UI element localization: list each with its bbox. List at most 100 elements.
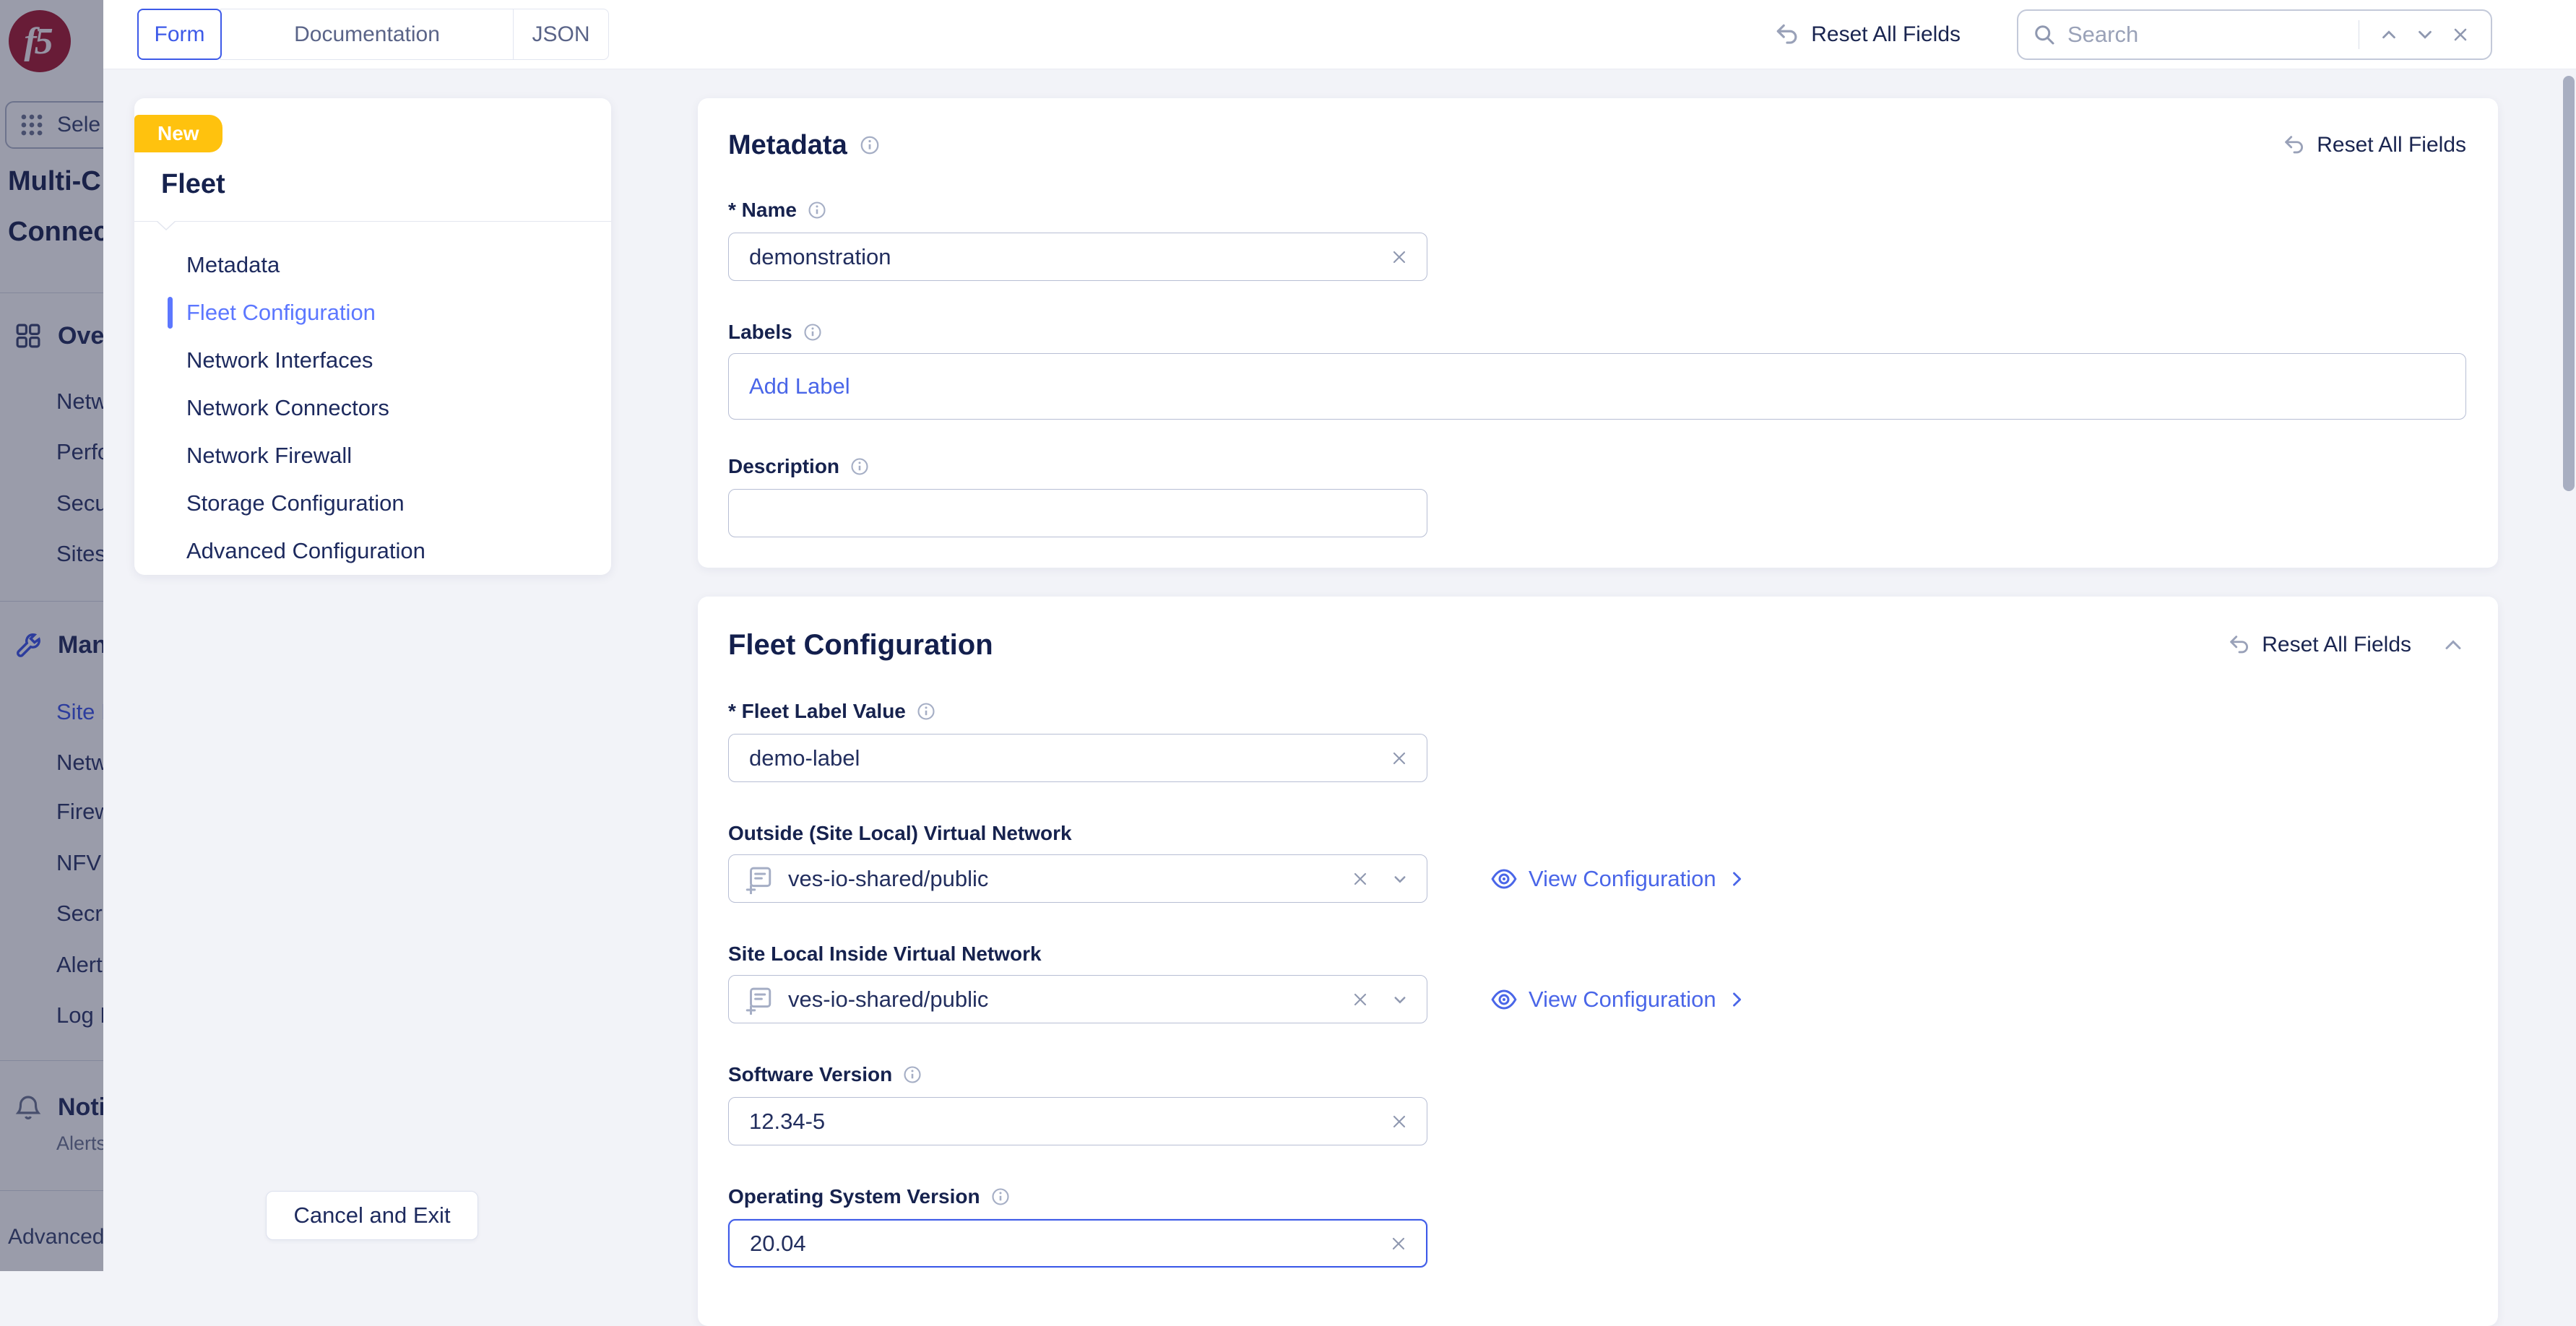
form-nav-network-interfaces[interactable]: Network Interfaces — [186, 347, 373, 373]
service-title-line1: Multi-C — [8, 166, 101, 196]
eye-icon — [1490, 864, 1518, 893]
name-input[interactable] — [749, 243, 1389, 270]
new-badge: New — [134, 115, 222, 152]
name-field-label: * Name — [728, 199, 797, 221]
form-topbar: Form Documentation JSON Reset All Fields — [103, 0, 2576, 69]
sidebar-item-secrets[interactable]: Secre — [56, 901, 103, 926]
sidebar-section-notifications[interactable]: Noti — [13, 1092, 103, 1122]
clear-name-icon[interactable] — [1389, 247, 1409, 267]
form-nav-storage-configuration[interactable]: Storage Configuration — [186, 490, 405, 516]
info-icon[interactable] — [803, 322, 823, 342]
collapse-section-icon[interactable] — [2440, 632, 2466, 658]
fleet-label-value-field — [728, 734, 1427, 782]
sidebar-section-overview[interactable]: Ove — [13, 321, 103, 351]
tab-form[interactable]: Form — [137, 9, 222, 60]
info-icon[interactable] — [859, 134, 881, 156]
fleet-configuration-section-title: Fleet Configuration — [728, 628, 993, 661]
form-search — [2017, 9, 2492, 60]
eye-icon — [1490, 985, 1518, 1014]
sidebar-item-networking[interactable]: Netw — [56, 389, 103, 414]
cancel-and-exit-button[interactable]: Cancel and Exit — [266, 1191, 478, 1240]
info-icon[interactable] — [850, 456, 870, 477]
os-version-field — [728, 1219, 1427, 1268]
sidebar-section-manage[interactable]: Man — [13, 630, 103, 660]
sidebar-item-performance[interactable]: Perfo — [56, 439, 103, 464]
inside-vn-view-configuration-link[interactable]: View Configuration — [1490, 985, 1747, 1014]
sidebar-advanced-toggle[interactable]: Advanced — [8, 1225, 103, 1249]
select-service-label: Sele — [57, 113, 101, 136]
sidebar-item-firewall[interactable]: Firew — [56, 799, 103, 824]
inside-virtual-network-select[interactable]: ves-io-shared/public — [728, 975, 1427, 1023]
labels-field-label: Labels — [728, 321, 792, 343]
sidebar-item-networking-manage[interactable]: Netw — [56, 750, 103, 775]
form-nav-metadata[interactable]: Metadata — [186, 252, 280, 277]
fleet-label-value-label: * Fleet Label Value — [728, 700, 906, 722]
f5-logo: f5 — [9, 10, 71, 72]
dropdown-chevron-icon[interactable] — [1389, 989, 1411, 1010]
sidebar-divider — [0, 1060, 103, 1061]
software-version-input[interactable] — [749, 1108, 1389, 1135]
sidebar-item-security[interactable]: Secu — [56, 490, 103, 516]
clear-os-version-icon[interactable] — [1388, 1234, 1409, 1254]
tab-json[interactable]: JSON — [513, 9, 608, 59]
bell-icon — [13, 1092, 43, 1122]
software-version-field — [728, 1097, 1427, 1145]
search-input[interactable] — [2067, 21, 2347, 48]
clear-selection-icon[interactable] — [1350, 869, 1370, 889]
name-field — [728, 233, 1427, 281]
form-nav-fleet-configuration[interactable]: Fleet Configuration — [134, 289, 611, 337]
info-icon[interactable] — [807, 200, 827, 220]
sidebar-item-site-management[interactable]: Site I — [56, 699, 103, 724]
tab-documentation[interactable]: Documentation — [294, 22, 440, 46]
labels-field: Add Label — [728, 353, 2466, 420]
clear-selection-icon[interactable] — [1350, 989, 1370, 1010]
fleet-configuration-section-card: Fleet Configuration Reset All Fields * F… — [698, 597, 2498, 1326]
form-nav-network-connectors[interactable]: Network Connectors — [186, 395, 389, 420]
notifications-subtitle: Alerts — [56, 1132, 103, 1154]
sidebar-item-alerts[interactable]: Alert — [56, 952, 103, 977]
form-nav-network-firewall[interactable]: Network Firewall — [186, 443, 353, 468]
add-label-button[interactable]: Add Label — [749, 373, 850, 399]
sidebar-item-sites[interactable]: Sites — [56, 541, 103, 566]
undo-arrow-icon — [2227, 633, 2252, 657]
metadata-section-title: Metadata — [728, 129, 847, 160]
search-icon — [2031, 22, 2057, 48]
description-input[interactable] — [749, 500, 1409, 526]
object-reference-icon — [743, 864, 774, 894]
inside-virtual-network-value: ves-io-shared/public — [788, 986, 989, 1012]
fleet-reset-all-fields[interactable]: Reset All Fields — [2227, 633, 2411, 657]
dropdown-chevron-icon[interactable] — [1389, 868, 1411, 890]
reset-all-fields-button[interactable]: Reset All Fields — [1773, 21, 1961, 48]
select-service-button[interactable]: Sele — [5, 101, 103, 149]
info-icon[interactable] — [990, 1187, 1011, 1207]
search-next-icon[interactable] — [2407, 24, 2443, 46]
outside-virtual-network-value: ves-io-shared/public — [788, 865, 989, 891]
form-nav-advanced-configuration[interactable]: Advanced Configuration — [186, 538, 425, 563]
object-reference-icon — [743, 984, 774, 1015]
outside-virtual-network-select[interactable]: ves-io-shared/public — [728, 854, 1427, 903]
outside-vn-view-configuration-link[interactable]: View Configuration — [1490, 864, 1747, 893]
sidebar-divider — [0, 1190, 103, 1191]
fleet-label-value-input[interactable] — [749, 745, 1389, 771]
description-field — [728, 489, 1427, 537]
os-version-input[interactable] — [750, 1230, 1388, 1257]
info-icon[interactable] — [916, 701, 936, 722]
outside-virtual-network-label: Outside (Site Local) Virtual Network — [728, 822, 1072, 844]
clear-fleet-label-icon[interactable] — [1389, 748, 1409, 768]
sidebar-item-logs[interactable]: Log N — [56, 1002, 103, 1028]
search-clear-icon[interactable] — [2443, 25, 2478, 45]
sidebar-item-nfv[interactable]: NFV — [56, 850, 101, 875]
software-version-label: Software Version — [728, 1063, 893, 1086]
inside-virtual-network-label: Site Local Inside Virtual Network — [728, 942, 1042, 965]
object-type-title: Fleet — [161, 169, 225, 199]
nav-notch-icon — [156, 221, 176, 231]
description-field-label: Description — [728, 455, 840, 477]
sidebar-divider — [0, 292, 103, 293]
metadata-reset-all-fields[interactable]: Reset All Fields — [2282, 133, 2466, 157]
undo-arrow-icon — [1773, 21, 1801, 48]
clear-software-version-icon[interactable] — [1389, 1112, 1409, 1132]
search-prev-icon[interactable] — [2371, 24, 2407, 46]
scrollbar-thumb[interactable] — [2563, 76, 2575, 491]
sidebar-divider — [0, 601, 103, 602]
info-icon[interactable] — [902, 1065, 922, 1085]
